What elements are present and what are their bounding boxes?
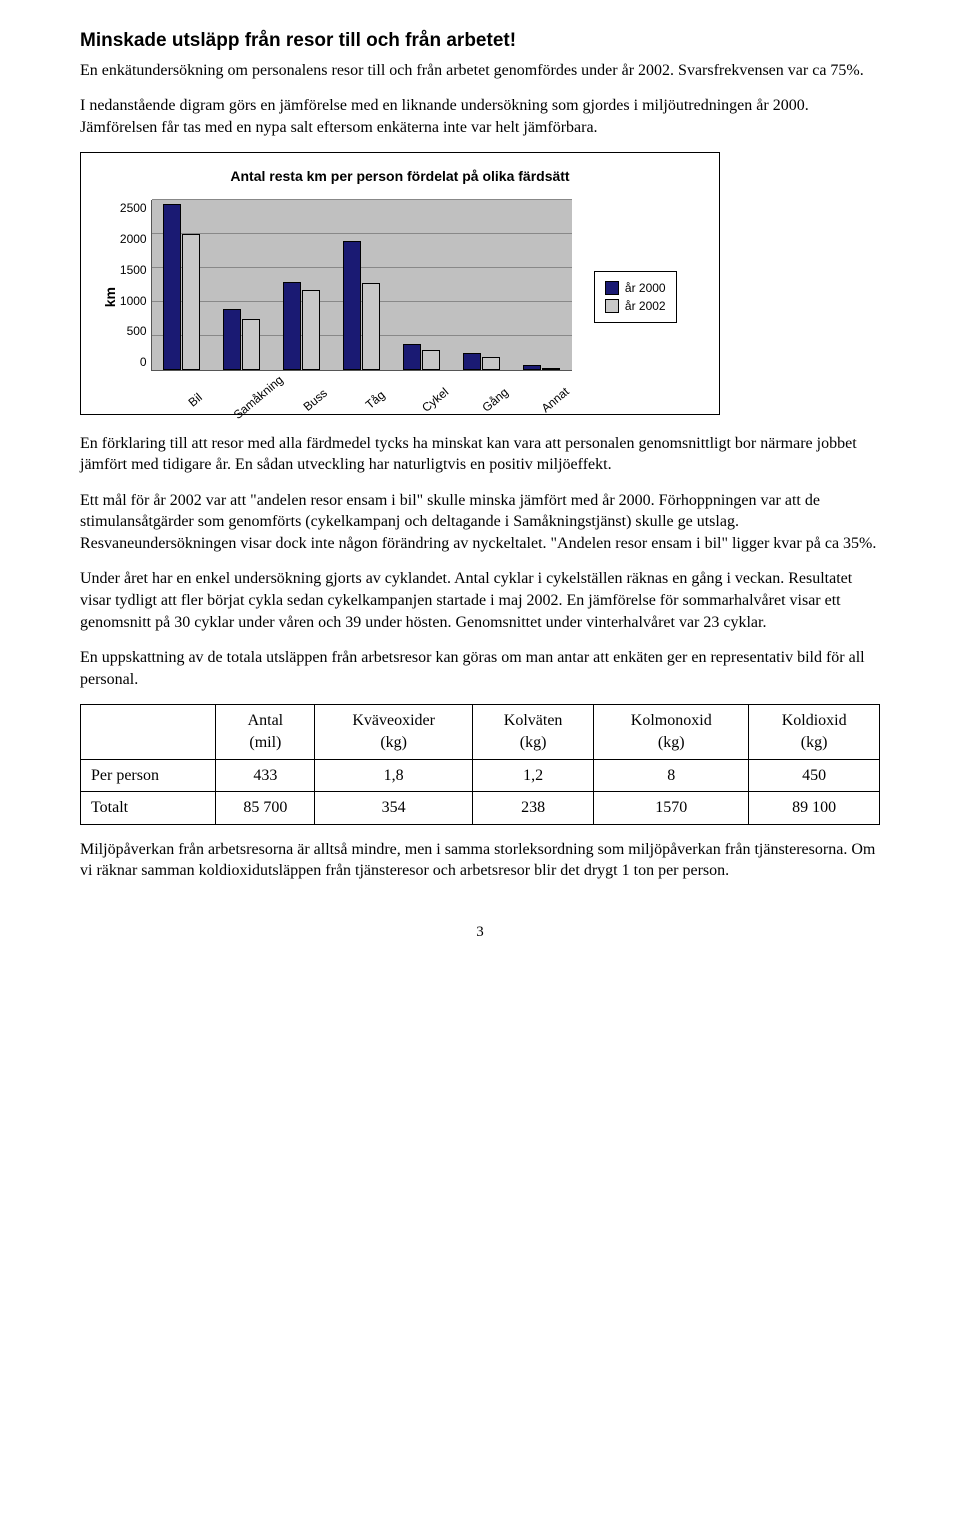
- table-cell: 450: [749, 759, 880, 792]
- table-header: Kväveoxider(kg): [315, 705, 473, 759]
- table-row: Per person4331,81,28450: [81, 759, 880, 792]
- body-paragraph-3: Under året har en enkel undersökning gjo…: [80, 568, 880, 633]
- chart-bar: [463, 353, 481, 371]
- table-cell: 85 700: [216, 792, 315, 825]
- chart-xtick: Samåkning: [230, 377, 280, 423]
- chart-ylabel: km: [97, 287, 120, 307]
- table-cell: 354: [315, 792, 473, 825]
- chart-bar: [362, 283, 380, 370]
- intro-paragraph-1: En enkätundersökning om personalens reso…: [80, 60, 880, 82]
- chart-ytick: 2000: [120, 231, 147, 247]
- table-cell: 89 100: [749, 792, 880, 825]
- chart-bar: [403, 344, 421, 370]
- chart-xtick: Gång: [470, 377, 520, 423]
- legend-label: år 2002: [625, 298, 666, 314]
- table-cell: 238: [473, 792, 594, 825]
- page-number: 3: [80, 922, 880, 942]
- chart-xtick: Bil: [170, 377, 220, 423]
- table-cell: Totalt: [81, 792, 216, 825]
- chart-bar: [542, 368, 560, 371]
- table-header: Koldioxid(kg): [749, 705, 880, 759]
- chart-title: Antal resta km per person fördelat på ol…: [97, 167, 703, 186]
- chart-bar: [482, 357, 500, 371]
- table-row: Totalt85 700354238157089 100: [81, 792, 880, 825]
- chart-legend: år 2000 år 2002: [594, 271, 677, 323]
- chart-xtick: Annat: [530, 377, 580, 423]
- table-cell: 1,8: [315, 759, 473, 792]
- body-paragraph-4: En uppskattning av de totala utsläppen f…: [80, 647, 880, 690]
- table-header: Kolmonoxid(kg): [594, 705, 749, 759]
- chart-plot-area: [151, 200, 572, 371]
- chart-ytick: 2500: [120, 200, 147, 216]
- chart-bar: [182, 234, 200, 370]
- legend-label: år 2000: [625, 280, 666, 296]
- chart-bar: [422, 350, 440, 370]
- intro-paragraph-2: I nedanstående digram görs en jämförelse…: [80, 95, 880, 138]
- chart-ytick: 1000: [120, 293, 147, 309]
- legend-row: år 2000: [605, 280, 666, 296]
- table-cell: Per person: [81, 759, 216, 792]
- section-heading: Minskade utsläpp från resor till och frå…: [80, 28, 880, 54]
- chart-yticks: 2500 2000 1500 1000 500 0: [120, 200, 151, 370]
- chart-bar: [223, 309, 241, 370]
- body-paragraph-2: Ett mål för år 2002 var att "andelen res…: [80, 490, 880, 555]
- table-cell: 1570: [594, 792, 749, 825]
- table-cell: 1,2: [473, 759, 594, 792]
- chart-xtick: Cykel: [410, 377, 460, 423]
- chart-bar: [523, 365, 541, 370]
- chart-xtick: Tåg: [350, 377, 400, 423]
- legend-swatch: [605, 281, 619, 295]
- body-paragraph-1: En förklaring till att resor med alla fä…: [80, 433, 880, 476]
- table-header: Kolväten(kg): [473, 705, 594, 759]
- chart-xtick: Buss: [290, 377, 340, 423]
- chart-ytick: 0: [140, 354, 147, 370]
- table-header: Antal(mil): [216, 705, 315, 759]
- chart-bar: [242, 319, 260, 370]
- emissions-table: Antal(mil)Kväveoxider(kg)Kolväten(kg)Kol…: [80, 704, 880, 824]
- chart-ytick: 500: [127, 323, 147, 339]
- chart-bar: [343, 241, 361, 370]
- chart-xticks: BilSamåkningBussTågCykelGångAnnat: [154, 377, 574, 393]
- chart-frame: Antal resta km per person fördelat på ol…: [80, 152, 720, 414]
- legend-row: år 2002: [605, 298, 666, 314]
- chart-ytick: 1500: [120, 262, 147, 278]
- table-header: [81, 705, 216, 759]
- body-paragraph-5: Miljöpåverkan från arbetsresorna är allt…: [80, 839, 880, 882]
- chart-bar: [163, 204, 181, 371]
- table-cell: 8: [594, 759, 749, 792]
- legend-swatch: [605, 299, 619, 313]
- table-cell: 433: [216, 759, 315, 792]
- chart-bar: [302, 290, 320, 370]
- chart-bar: [283, 282, 301, 370]
